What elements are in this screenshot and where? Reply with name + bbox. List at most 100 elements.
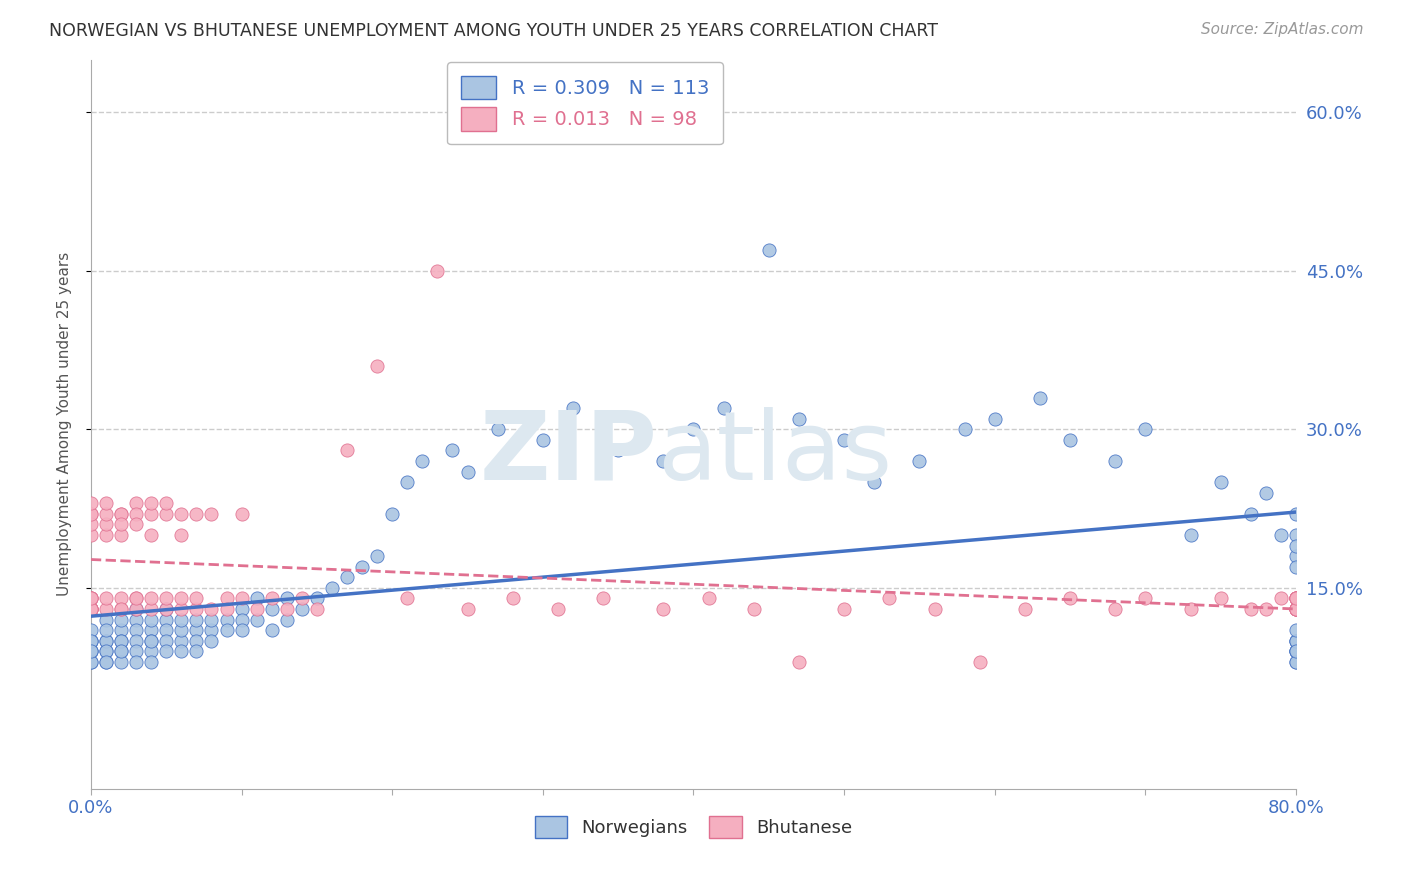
Point — [1285, 591, 1308, 606]
Point — [125, 507, 148, 521]
Point — [321, 581, 343, 595]
Point — [110, 633, 132, 648]
Point — [94, 644, 117, 658]
Point — [366, 549, 388, 563]
Point — [1240, 507, 1263, 521]
Point — [441, 443, 464, 458]
Point — [457, 465, 479, 479]
Point — [1059, 433, 1081, 447]
Point — [396, 475, 419, 490]
Point — [336, 443, 359, 458]
Point — [832, 602, 855, 616]
Point — [80, 633, 103, 648]
Point — [94, 496, 117, 510]
Point — [94, 602, 117, 616]
Point — [141, 623, 163, 637]
Point — [94, 517, 117, 532]
Point — [80, 602, 103, 616]
Point — [125, 644, 148, 658]
Point — [80, 602, 103, 616]
Point — [787, 411, 810, 425]
Point — [80, 655, 103, 669]
Point — [276, 591, 298, 606]
Point — [141, 613, 163, 627]
Point — [1285, 591, 1308, 606]
Point — [155, 602, 177, 616]
Point — [908, 454, 931, 468]
Point — [1209, 475, 1232, 490]
Point — [1285, 559, 1308, 574]
Point — [276, 602, 298, 616]
Point — [1285, 644, 1308, 658]
Point — [186, 591, 208, 606]
Point — [186, 507, 208, 521]
Point — [246, 591, 269, 606]
Point — [170, 528, 193, 542]
Point — [80, 633, 103, 648]
Point — [1285, 507, 1308, 521]
Point — [231, 507, 253, 521]
Point — [1285, 602, 1308, 616]
Point — [924, 602, 946, 616]
Point — [110, 591, 132, 606]
Point — [186, 623, 208, 637]
Point — [170, 613, 193, 627]
Point — [141, 507, 163, 521]
Point — [80, 591, 103, 606]
Point — [125, 655, 148, 669]
Point — [1285, 644, 1308, 658]
Point — [1029, 391, 1052, 405]
Text: Source: ZipAtlas.com: Source: ZipAtlas.com — [1201, 22, 1364, 37]
Point — [1285, 602, 1308, 616]
Text: NORWEGIAN VS BHUTANESE UNEMPLOYMENT AMONG YOUTH UNDER 25 YEARS CORRELATION CHART: NORWEGIAN VS BHUTANESE UNEMPLOYMENT AMON… — [49, 22, 938, 40]
Point — [141, 655, 163, 669]
Point — [80, 591, 103, 606]
Point — [110, 655, 132, 669]
Point — [231, 591, 253, 606]
Point — [291, 602, 314, 616]
Point — [215, 591, 238, 606]
Point — [1059, 591, 1081, 606]
Point — [110, 644, 132, 658]
Point — [80, 644, 103, 658]
Point — [742, 602, 765, 616]
Point — [125, 496, 148, 510]
Point — [1285, 623, 1308, 637]
Point — [125, 633, 148, 648]
Point — [186, 633, 208, 648]
Point — [80, 655, 103, 669]
Point — [531, 433, 554, 447]
Point — [170, 623, 193, 637]
Point — [80, 528, 103, 542]
Point — [652, 602, 675, 616]
Point — [1270, 591, 1292, 606]
Point — [879, 591, 901, 606]
Point — [110, 517, 132, 532]
Point — [352, 559, 374, 574]
Point — [1285, 633, 1308, 648]
Point — [141, 591, 163, 606]
Point — [1135, 422, 1157, 436]
Point — [562, 401, 585, 416]
Point — [94, 633, 117, 648]
Point — [758, 243, 780, 257]
Point — [1285, 591, 1308, 606]
Point — [1285, 549, 1308, 563]
Y-axis label: Unemployment Among Youth under 25 years: Unemployment Among Youth under 25 years — [58, 252, 72, 596]
Point — [80, 602, 103, 616]
Point — [125, 602, 148, 616]
Point — [200, 602, 222, 616]
Point — [1285, 633, 1308, 648]
Legend: Norwegians, Bhutanese: Norwegians, Bhutanese — [527, 809, 859, 845]
Point — [80, 507, 103, 521]
Point — [607, 443, 630, 458]
Point — [110, 644, 132, 658]
Point — [155, 602, 177, 616]
Point — [80, 602, 103, 616]
Point — [1104, 602, 1126, 616]
Point — [215, 613, 238, 627]
Point — [94, 528, 117, 542]
Point — [215, 623, 238, 637]
Text: ZIP: ZIP — [479, 407, 658, 500]
Point — [155, 591, 177, 606]
